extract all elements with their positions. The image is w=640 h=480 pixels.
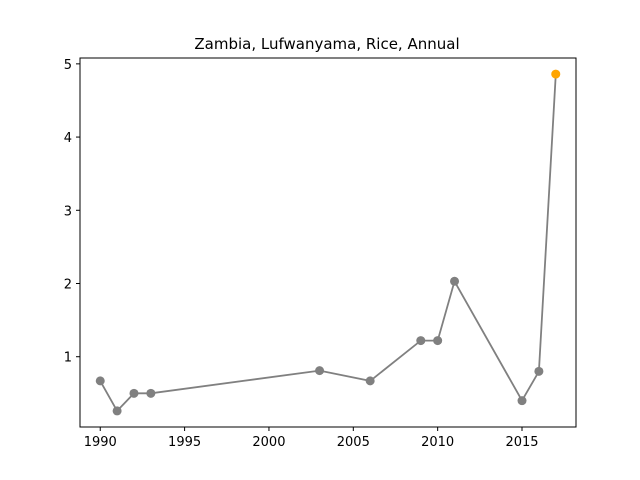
y-tick-label: 3 bbox=[64, 204, 72, 219]
x-tick-label: 2015 bbox=[505, 435, 538, 450]
y-tick-label: 2 bbox=[64, 278, 72, 293]
data-point bbox=[534, 366, 544, 376]
plot-area-frame bbox=[79, 57, 577, 428]
y-tick-label: 5 bbox=[64, 58, 72, 73]
data-point bbox=[315, 366, 325, 376]
data-point bbox=[365, 376, 375, 386]
data-point bbox=[416, 336, 426, 346]
x-tick-label: 2000 bbox=[252, 435, 285, 450]
data-point bbox=[112, 406, 122, 416]
x-tick-label: 1990 bbox=[84, 435, 117, 450]
x-tick-label: 2010 bbox=[421, 435, 454, 450]
data-point bbox=[450, 276, 460, 286]
chart-title: Zambia, Lufwanyama, Rice, Annual bbox=[194, 35, 459, 53]
data-point bbox=[129, 388, 139, 398]
data-point bbox=[146, 388, 156, 398]
x-tick-label: 2005 bbox=[337, 435, 370, 450]
data-point bbox=[433, 336, 443, 346]
x-tick-label: 1995 bbox=[168, 435, 201, 450]
y-axis: 1 2 3 4 5 bbox=[64, 58, 80, 366]
series-point-group bbox=[95, 69, 561, 416]
y-tick-label: 4 bbox=[64, 131, 72, 146]
data-point bbox=[517, 396, 527, 406]
x-axis: 1990 1995 2000 2005 2010 2015 bbox=[84, 427, 539, 450]
highlight-data-point bbox=[551, 69, 561, 79]
data-point bbox=[95, 376, 105, 386]
y-tick-label: 1 bbox=[64, 351, 72, 366]
